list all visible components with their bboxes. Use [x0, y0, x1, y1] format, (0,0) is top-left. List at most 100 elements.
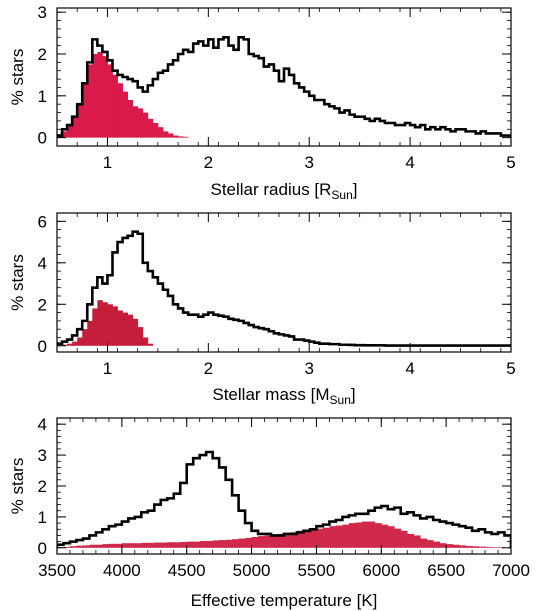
histogram-bar — [193, 541, 201, 548]
histogram-bar — [82, 329, 88, 346]
histogram-bar — [112, 306, 118, 346]
histogram-bar — [219, 540, 227, 548]
histogram-bar — [335, 525, 343, 548]
y-tick-label: 2 — [38, 295, 47, 314]
histogram-bar — [87, 320, 93, 346]
histogram-bar — [92, 308, 98, 346]
y-tick-label: 4 — [38, 254, 47, 273]
histogram-bar — [77, 104, 83, 138]
x-tick-label: 5 — [506, 153, 515, 172]
y-axis-label: % stars — [8, 49, 27, 106]
x-axis-label-main: Stellar mass [M — [212, 385, 329, 404]
histogram-bar — [264, 535, 272, 548]
histogram-bar — [251, 537, 259, 548]
histogram-bar — [394, 528, 402, 548]
histogram-bar — [67, 343, 73, 346]
histogram-bar — [245, 537, 252, 548]
x-tick-label: 1 — [103, 153, 112, 172]
histogram-bar — [485, 546, 492, 548]
histogram-bar — [121, 543, 129, 548]
histogram-bar — [420, 538, 428, 548]
y-axis-label: % stars — [8, 458, 27, 515]
x-axis-label-subscript: Sun — [331, 188, 352, 202]
y-tick-label: 2 — [38, 477, 47, 496]
histogram-bar — [89, 544, 97, 548]
x-axis-label: Stellar radius [RSun] — [210, 180, 357, 202]
histogram-bar — [147, 542, 155, 548]
y-tick-label: 3 — [38, 446, 47, 465]
x-tick-label: 4000 — [103, 561, 141, 580]
histogram-bar — [374, 523, 382, 548]
histogram-bar — [478, 546, 486, 548]
histogram-bar — [162, 131, 169, 138]
histogram-bar — [154, 542, 162, 548]
histogram-bar — [167, 542, 175, 548]
histogram-bar — [157, 127, 164, 138]
axes-frame — [56, 7, 512, 147]
histogram-bar — [439, 543, 447, 548]
histogram-bar — [180, 541, 188, 548]
histogram-bar — [115, 543, 123, 548]
histogram-bar — [199, 541, 207, 548]
y-tick-label: 1 — [38, 508, 47, 527]
x-axis-label: Effective temperature [K] — [191, 591, 378, 610]
filled-histogram — [57, 521, 511, 548]
histogram-bar — [137, 327, 144, 346]
histogram-bar — [400, 530, 408, 548]
histogram-bar — [290, 532, 298, 548]
x-tick-label: 5000 — [233, 561, 271, 580]
histogram-bar — [127, 314, 134, 346]
x-tick-label: 4 — [405, 153, 414, 172]
histogram-bar — [132, 106, 139, 138]
histogram-bar — [284, 532, 291, 548]
y-tick-label: 1 — [38, 87, 47, 106]
chart-panel-2: 1 2 3 4 5 0 2 4 6 % stars Stellar mass [MSun] — [8, 212, 516, 407]
y-tick-label: 3 — [38, 3, 47, 22]
histogram-bar — [137, 108, 144, 138]
y-axis-label: % stars — [8, 254, 27, 311]
plot-area — [57, 450, 511, 548]
histogram-bar — [459, 545, 466, 548]
step-histogram-line — [57, 35, 511, 138]
histogram-bar — [147, 343, 154, 346]
histogram-bar — [309, 529, 317, 548]
histogram-bar — [92, 54, 98, 138]
chart-panel-1: 1 2 3 4 5 0 1 2 3 % stars Stellar radius [RSun] — [8, 3, 516, 202]
x-tick-label: 3500 — [38, 561, 76, 580]
histogram-bar — [342, 524, 350, 548]
histogram-bar — [102, 544, 110, 548]
x-tick-label: 6500 — [427, 561, 465, 580]
histogram-bar — [446, 544, 454, 548]
x-tick-label: 5500 — [298, 561, 336, 580]
histogram-bar — [128, 543, 136, 548]
histogram-bar — [303, 530, 311, 548]
histogram-bar — [212, 540, 220, 548]
histogram-bar — [433, 541, 441, 548]
histogram-bar — [232, 539, 239, 548]
histogram-bar — [316, 528, 324, 548]
y-tick-label: 6 — [38, 212, 47, 231]
histogram-bar — [206, 541, 214, 548]
axes-frame — [56, 212, 512, 353]
y-tick-label: 2 — [38, 45, 47, 64]
histogram-bar — [102, 56, 108, 138]
histogram-bar — [87, 64, 93, 138]
histogram-bar — [72, 116, 78, 138]
histogram-bar — [413, 535, 421, 548]
histogram-bar — [127, 100, 134, 138]
histogram-bar — [183, 136, 189, 138]
histogram-bar — [426, 540, 434, 548]
x-tick-label: 4500 — [168, 561, 206, 580]
x-axis-label: Stellar mass [MSun] — [212, 385, 355, 407]
histogram-bar — [387, 526, 395, 548]
histogram-bar — [142, 337, 149, 346]
histogram-bar — [491, 547, 499, 548]
histogram-bar — [117, 83, 123, 138]
histogram-bar — [142, 112, 149, 138]
histogram-bar — [132, 318, 139, 346]
y-tick-label: 0 — [38, 337, 47, 356]
x-axis-label-end: ] — [351, 385, 356, 404]
histogram-bar — [368, 521, 376, 548]
x-tick-label: 6000 — [362, 561, 400, 580]
